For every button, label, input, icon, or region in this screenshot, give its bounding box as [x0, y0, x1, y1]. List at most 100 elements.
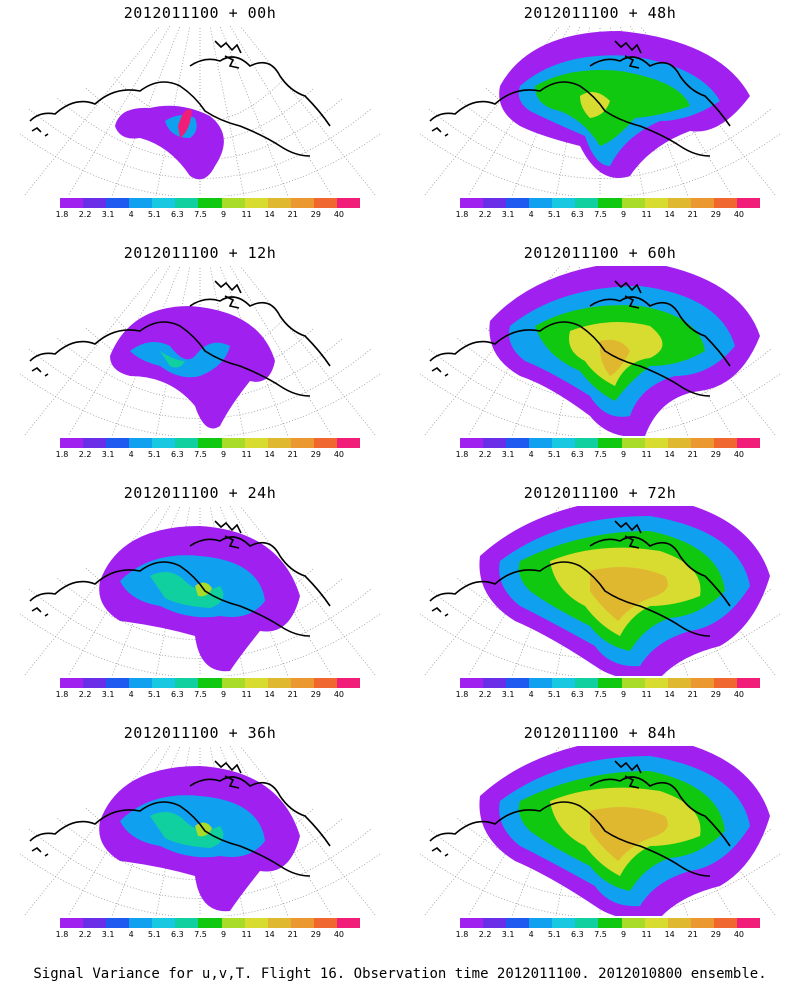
colorbar-swatch — [621, 438, 645, 448]
colorbar-label: 9 — [620, 450, 627, 459]
colorbar-label: 4 — [128, 930, 134, 939]
panel-title: 2012011100 + 72h — [523, 484, 677, 502]
colorbar-swatch — [575, 678, 599, 688]
colorbar-label: 1.8 — [55, 210, 69, 219]
colorbar-label: 3.1 — [501, 930, 515, 939]
colorbar-swatch — [644, 918, 668, 928]
panel-title: 2012011100 + 12h — [123, 244, 277, 262]
colorbar-label: 21 — [287, 210, 298, 219]
colorbar-label: 14 — [664, 690, 675, 699]
colorbar-swatch — [221, 678, 245, 688]
colorbar-swatch — [713, 438, 737, 448]
colorbar-label: 7.5 — [194, 690, 207, 699]
colorbar-swatch — [152, 678, 176, 688]
colorbar-swatch — [575, 198, 599, 208]
colorbar-swatch — [460, 198, 484, 208]
colorbar — [60, 198, 361, 208]
colorbar-swatch — [129, 918, 153, 928]
colorbar-label: 6.3 — [571, 930, 584, 939]
colorbar-label: 9 — [220, 690, 227, 699]
map-panel-1 — [420, 26, 780, 196]
forecast-panel: 2012011100 + 36h 1.8 2.2 3.1 4 5.1 6.3 7.5 9 11 14… — [0, 720, 400, 960]
colorbar-label: 3.1 — [501, 450, 515, 459]
colorbar-label: 29 — [710, 210, 721, 219]
colorbar-label: 1.8 — [55, 690, 69, 699]
colorbar-swatch — [690, 918, 714, 928]
colorbar-label: 14 — [264, 450, 275, 459]
colorbar-swatch — [198, 198, 222, 208]
colorbar-swatch — [336, 198, 361, 208]
colorbar-swatch — [506, 198, 530, 208]
colorbar-swatch — [198, 438, 222, 448]
colorbar-label: 5.1 — [147, 930, 161, 939]
colorbar-swatch — [290, 438, 314, 448]
map-panel-2 — [20, 266, 380, 436]
colorbar-swatch — [221, 438, 245, 448]
colorbar-label: 9 — [220, 210, 227, 219]
colorbar-label: 14 — [664, 450, 675, 459]
colorbar-label: 1.8 — [455, 450, 469, 459]
colorbar-swatch — [667, 198, 691, 208]
colorbar-label: 4 — [528, 690, 534, 699]
colorbar-swatch — [529, 918, 553, 928]
colorbar-swatch — [83, 678, 107, 688]
colorbar-label: 21 — [287, 930, 298, 939]
colorbar-labels: 1.8 2.2 3.1 4 5.1 6.3 7.5 9 11 14 21 29 40 — [56, 690, 360, 702]
colorbar-swatch — [690, 438, 714, 448]
colorbar-swatch — [60, 198, 84, 208]
colorbar-label: 11 — [641, 450, 652, 459]
colorbar-label: 4 — [528, 450, 534, 459]
colorbar-swatch — [313, 678, 337, 688]
colorbar-label: 6.3 — [571, 690, 584, 699]
colorbar-swatch — [175, 678, 199, 688]
colorbar-swatch — [129, 438, 153, 448]
colorbar-swatch — [483, 198, 507, 208]
colorbar-swatch — [129, 198, 153, 208]
map-panel-0 — [20, 26, 380, 196]
colorbar-label: 7.5 — [194, 210, 207, 219]
colorbar-swatch — [198, 678, 222, 688]
colorbar-label: 11 — [641, 690, 652, 699]
colorbar-label: 3.1 — [501, 690, 515, 699]
colorbar-swatch — [460, 918, 484, 928]
colorbar-label: 14 — [264, 690, 275, 699]
colorbar-label: 2.2 — [78, 930, 92, 939]
colorbar-label: 9 — [620, 690, 627, 699]
colorbar-label: 2.2 — [78, 210, 92, 219]
colorbar-label: 7.5 — [594, 210, 607, 219]
colorbar-swatch — [736, 438, 761, 448]
colorbar-swatch — [736, 918, 761, 928]
colorbar-label: 40 — [733, 690, 745, 699]
panel-title: 2012011100 + 36h — [123, 724, 277, 742]
colorbar-swatch — [598, 918, 622, 928]
colorbar-label: 14 — [264, 930, 275, 939]
colorbar-label: 1.8 — [455, 690, 469, 699]
colorbar-swatch — [290, 198, 314, 208]
colorbar-label: 29 — [310, 690, 321, 699]
colorbar-label: 11 — [241, 930, 252, 939]
colorbar-label: 21 — [687, 930, 698, 939]
colorbar-swatch — [667, 678, 691, 688]
colorbar-swatch — [221, 198, 245, 208]
colorbar-swatch — [690, 678, 714, 688]
colorbar-swatch — [83, 438, 107, 448]
colorbar-label: 1.8 — [55, 930, 69, 939]
forecast-panel: 2012011100 + 60h 1.8 2.2 3.1 4 5.1 6.3 7.5 9 11 14… — [400, 240, 800, 480]
colorbar-label: 4 — [128, 690, 134, 699]
colorbar-swatch — [198, 918, 222, 928]
panel-title: 2012011100 + 84h — [523, 724, 677, 742]
colorbar-swatch — [529, 198, 553, 208]
colorbar-swatch — [244, 438, 268, 448]
colorbar-label: 21 — [287, 450, 298, 459]
colorbar — [60, 678, 361, 688]
figure-caption: Signal Variance for u,v,T. Flight 16. Ob… — [33, 966, 767, 982]
colorbar-swatch — [290, 918, 314, 928]
forecast-panel: 2012011100 + 72h 1.8 2.2 3.1 4 5.1 6.3 7.5 9 11 14… — [400, 480, 800, 720]
colorbar-label: 3.1 — [101, 690, 115, 699]
colorbar-swatch — [60, 678, 84, 688]
colorbar-swatch — [313, 198, 337, 208]
colorbar-label: 7.5 — [594, 690, 607, 699]
panel-title: 2012011100 + 24h — [123, 484, 277, 502]
colorbar-swatch — [598, 438, 622, 448]
colorbar-swatch — [244, 198, 268, 208]
